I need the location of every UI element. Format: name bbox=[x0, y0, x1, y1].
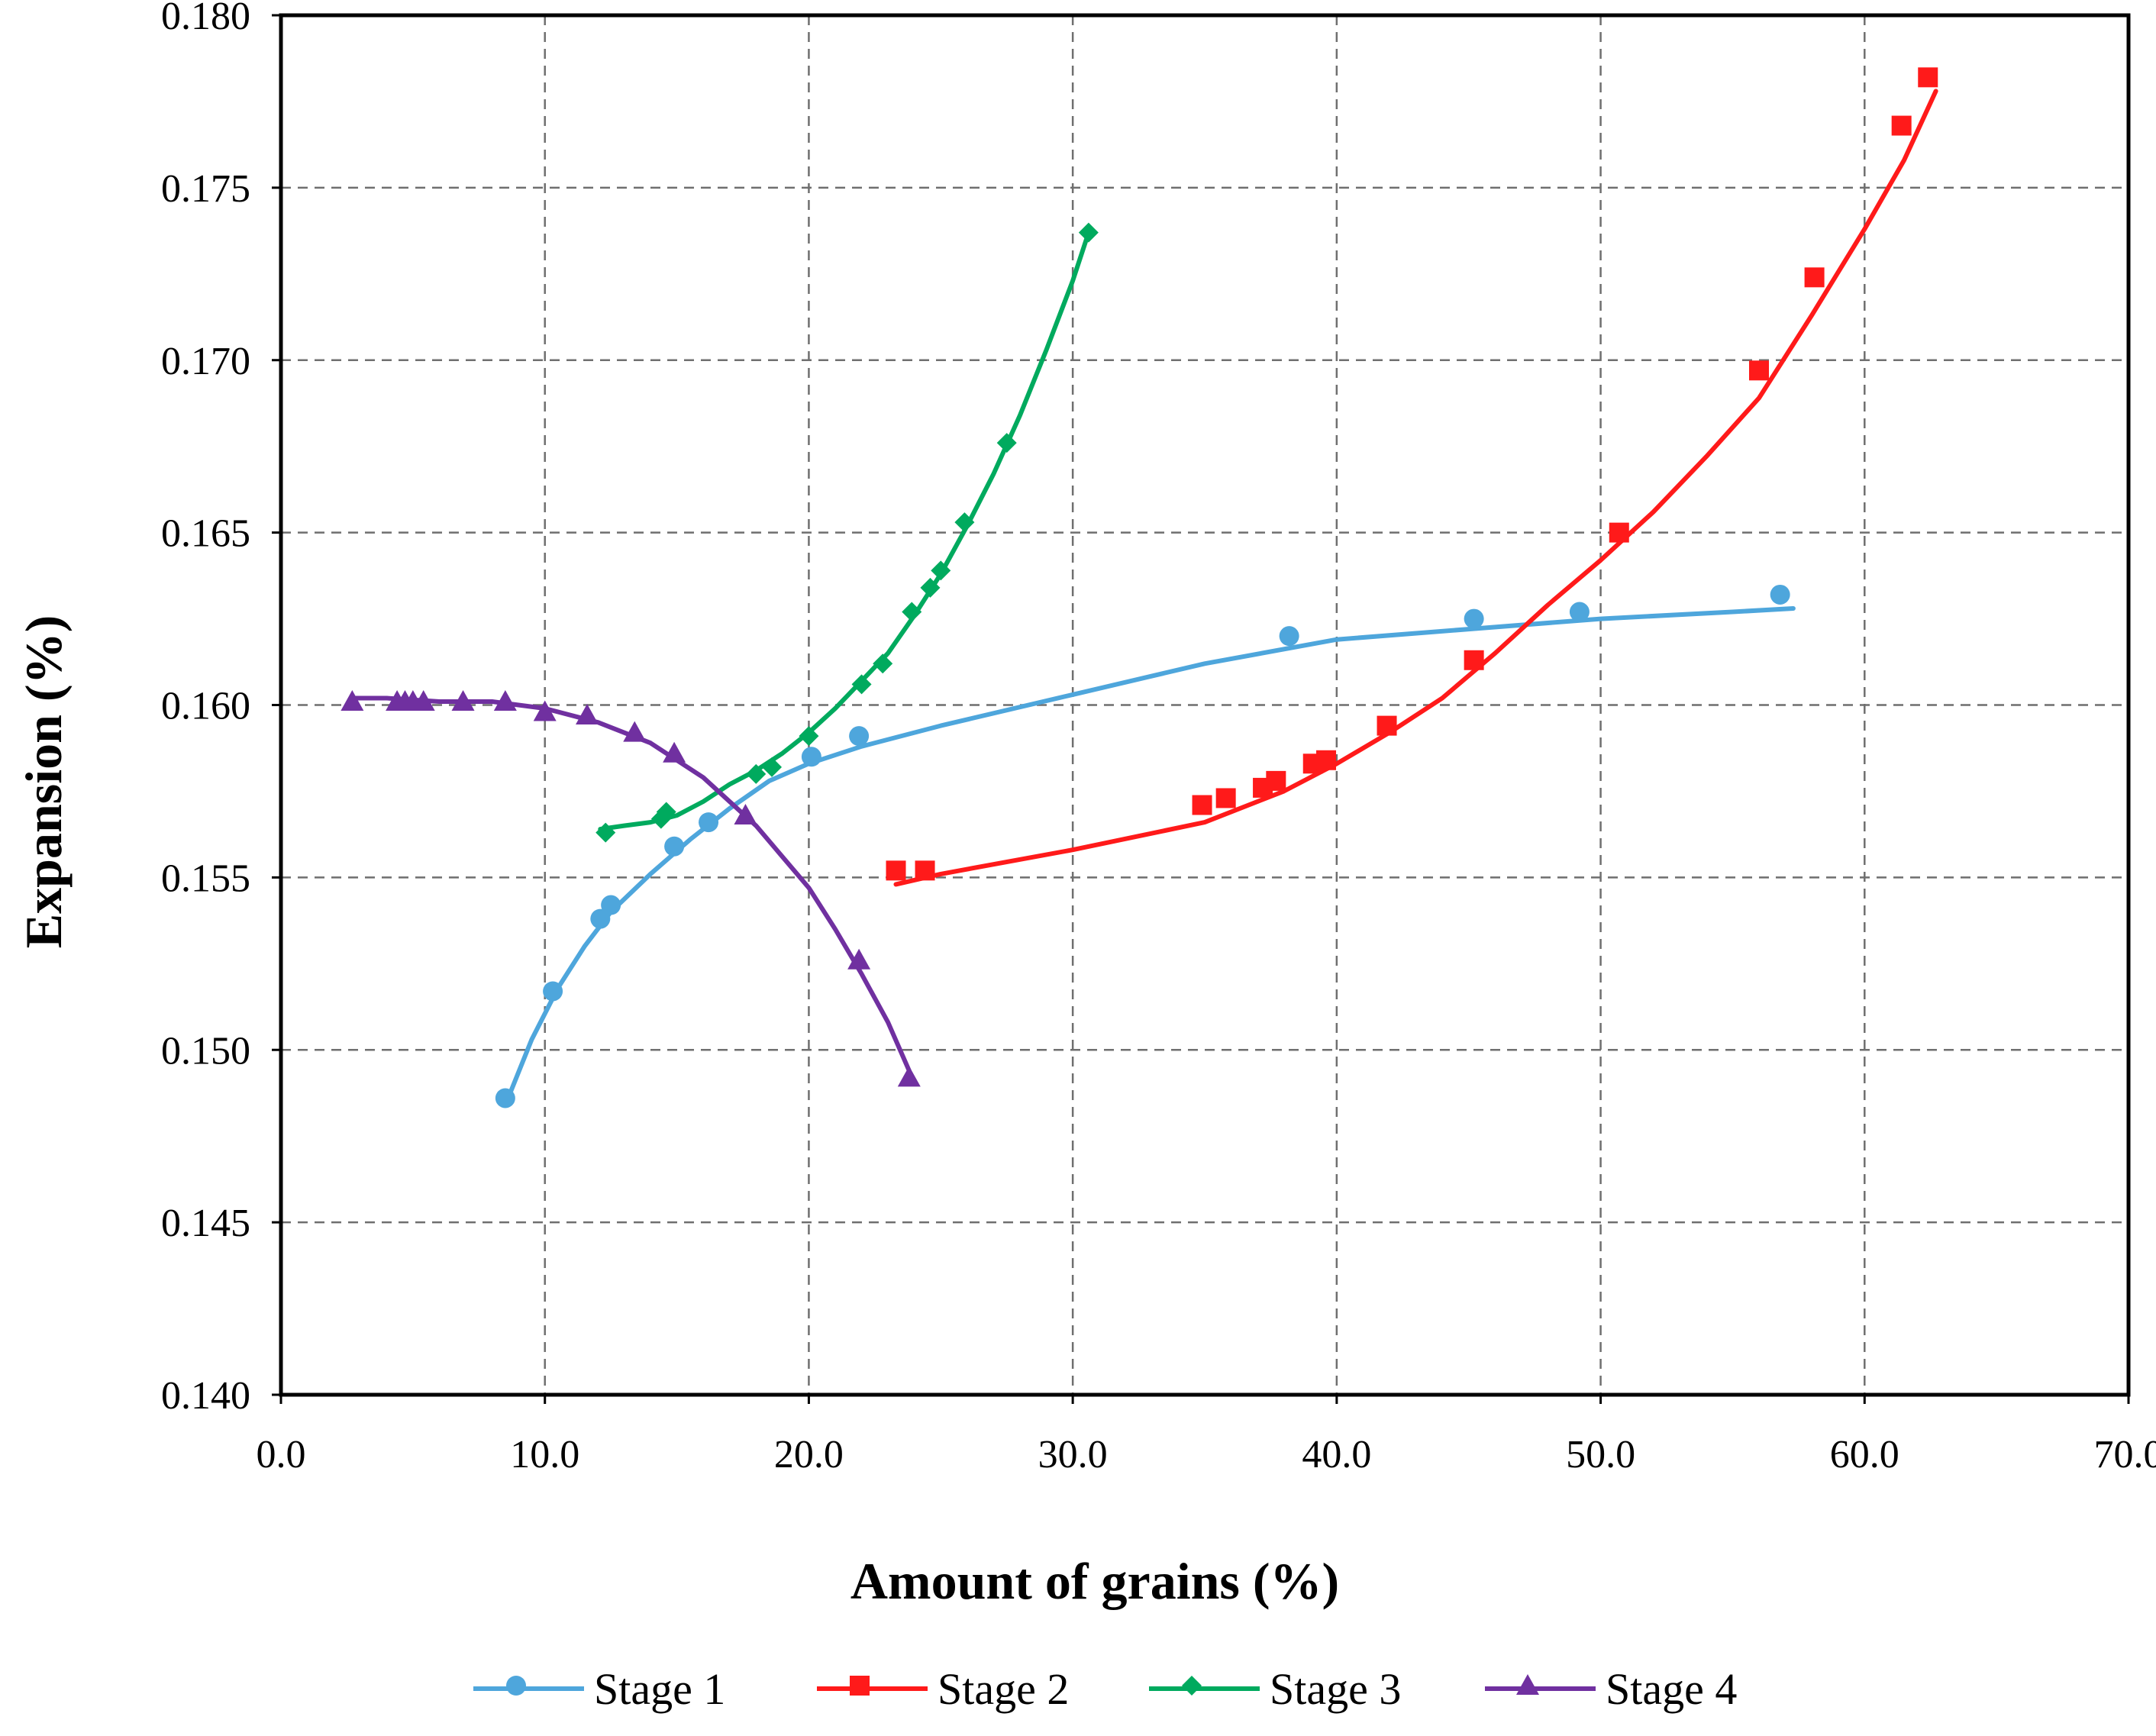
stage-1-data-point bbox=[1279, 626, 1299, 647]
series-stage-4 bbox=[341, 689, 921, 1087]
stage-4-data-point bbox=[341, 689, 364, 711]
stage-4-data-point bbox=[451, 689, 475, 711]
x-tick-label: 70.0 bbox=[2094, 1433, 2156, 1476]
legend-item-stage-1: Stage 1 bbox=[473, 1664, 725, 1714]
stage-2-data-point bbox=[915, 860, 935, 881]
x-axis-title: Amount of grains (%) bbox=[850, 1552, 1339, 1610]
stage-3-trend-line bbox=[598, 230, 1091, 832]
legend-marker bbox=[1182, 1676, 1202, 1696]
stage-4-data-point bbox=[847, 948, 871, 970]
x-tick-label: 40.0 bbox=[1302, 1433, 1371, 1476]
stage-2-data-point bbox=[1316, 750, 1337, 770]
stage-3-data-point bbox=[954, 512, 975, 533]
stage-2-data-point bbox=[886, 860, 906, 881]
stage-2-data-point bbox=[1891, 115, 1912, 136]
stage-4-data-point bbox=[734, 804, 757, 825]
gridlines bbox=[281, 15, 2129, 1395]
stage-2-data-point bbox=[1377, 715, 1397, 736]
stage-3-data-point bbox=[746, 763, 767, 784]
legend-label: Stage 3 bbox=[1270, 1664, 1401, 1714]
y-axis-title: Expansion (%) bbox=[15, 615, 73, 948]
stage-1-data-point bbox=[601, 895, 621, 915]
stage-4-data-point bbox=[663, 741, 686, 763]
x-tick-label: 0.0 bbox=[257, 1433, 306, 1476]
stage-1-data-point bbox=[849, 726, 870, 747]
x-tick-label: 30.0 bbox=[1038, 1433, 1108, 1476]
stage-1-data-point bbox=[1770, 584, 1790, 605]
series-stage-2 bbox=[886, 67, 1938, 887]
stage-1-data-point bbox=[699, 812, 719, 833]
stage-2-data-point bbox=[1464, 650, 1484, 670]
y-tick-label: 0.165 bbox=[161, 512, 250, 556]
x-tick-label: 60.0 bbox=[1830, 1433, 1899, 1476]
stage-4-data-point bbox=[533, 700, 557, 721]
stage-3-data-point bbox=[996, 433, 1017, 453]
series-stage-1 bbox=[495, 584, 1796, 1108]
legend-label: Stage 4 bbox=[1606, 1664, 1737, 1714]
x-tick-label: 10.0 bbox=[510, 1433, 579, 1476]
stage-3-data-point bbox=[920, 577, 941, 598]
stage-1-data-point bbox=[1464, 608, 1484, 629]
stage-1-data-point bbox=[1569, 602, 1590, 622]
plot-area-frame bbox=[279, 13, 2131, 1397]
legend-marker bbox=[1516, 1674, 1539, 1695]
stage-4-data-point bbox=[897, 1066, 921, 1087]
stage-3-data-point bbox=[656, 802, 676, 822]
stage-3-data-point bbox=[595, 822, 616, 843]
stage-4-data-point bbox=[576, 704, 599, 725]
y-tick-label: 0.140 bbox=[161, 1374, 250, 1418]
stage-2-data-point bbox=[1749, 360, 1769, 381]
y-tick-label: 0.145 bbox=[161, 1202, 250, 1245]
axis-ticks: 0.0 10.0 20.0 30.0 40.0 50.0 60.0 70.0 0.140 0.14… bbox=[161, 0, 2156, 1476]
stage-3-data-point bbox=[799, 726, 819, 747]
legend: Stage 1 Stage 2 Stage 3 Stage 4 bbox=[473, 1664, 1737, 1714]
stage-2-data-point bbox=[1192, 795, 1212, 815]
legend-item-stage-4: Stage 4 bbox=[1485, 1664, 1737, 1714]
stage-4-data-point bbox=[493, 689, 517, 711]
stage-3-data-point bbox=[931, 560, 951, 581]
stage-4-data-point bbox=[623, 721, 647, 742]
y-tick-label: 0.175 bbox=[161, 167, 250, 211]
stage-4-trend-line bbox=[350, 695, 912, 1073]
y-tick-label: 0.150 bbox=[161, 1029, 250, 1073]
legend-item-stage-2: Stage 2 bbox=[817, 1664, 1069, 1714]
stage-2-data-point bbox=[1804, 267, 1825, 288]
stage-1-data-point bbox=[664, 836, 685, 857]
stage-2-data-point bbox=[1266, 770, 1286, 791]
legend-marker bbox=[506, 1676, 526, 1696]
series-stage-3 bbox=[595, 222, 1099, 843]
y-tick-label: 0.155 bbox=[161, 857, 250, 900]
stage-3-data-point bbox=[873, 653, 893, 674]
y-tick-label: 0.170 bbox=[161, 340, 250, 383]
stage-2-trend-line bbox=[893, 89, 1938, 887]
stage-2-data-point bbox=[1215, 788, 1236, 808]
stage-4-data-point bbox=[412, 689, 435, 711]
legend-marker bbox=[850, 1676, 870, 1696]
stage-3-data-point bbox=[762, 757, 783, 777]
x-tick-label: 50.0 bbox=[1566, 1433, 1635, 1476]
legend-item-stage-3: Stage 3 bbox=[1149, 1664, 1401, 1714]
legend-label: Stage 2 bbox=[938, 1664, 1069, 1714]
stage-3-data-point bbox=[1078, 222, 1099, 243]
stage-2-data-point bbox=[1609, 522, 1629, 543]
legend-label: Stage 1 bbox=[594, 1664, 725, 1714]
stage-1-data-point bbox=[495, 1088, 515, 1108]
data-series bbox=[341, 67, 1938, 1108]
stage-1-data-point bbox=[590, 908, 611, 929]
stage-3-data-point bbox=[851, 674, 872, 695]
y-tick-label: 0.160 bbox=[161, 685, 250, 728]
stage-1-data-point bbox=[543, 981, 563, 1002]
y-tick-label: 0.180 bbox=[161, 0, 250, 38]
stage-3-data-point bbox=[902, 602, 922, 622]
stage-2-data-point bbox=[1918, 67, 1938, 88]
x-tick-label: 20.0 bbox=[774, 1433, 844, 1476]
stage-1-data-point bbox=[801, 747, 821, 767]
